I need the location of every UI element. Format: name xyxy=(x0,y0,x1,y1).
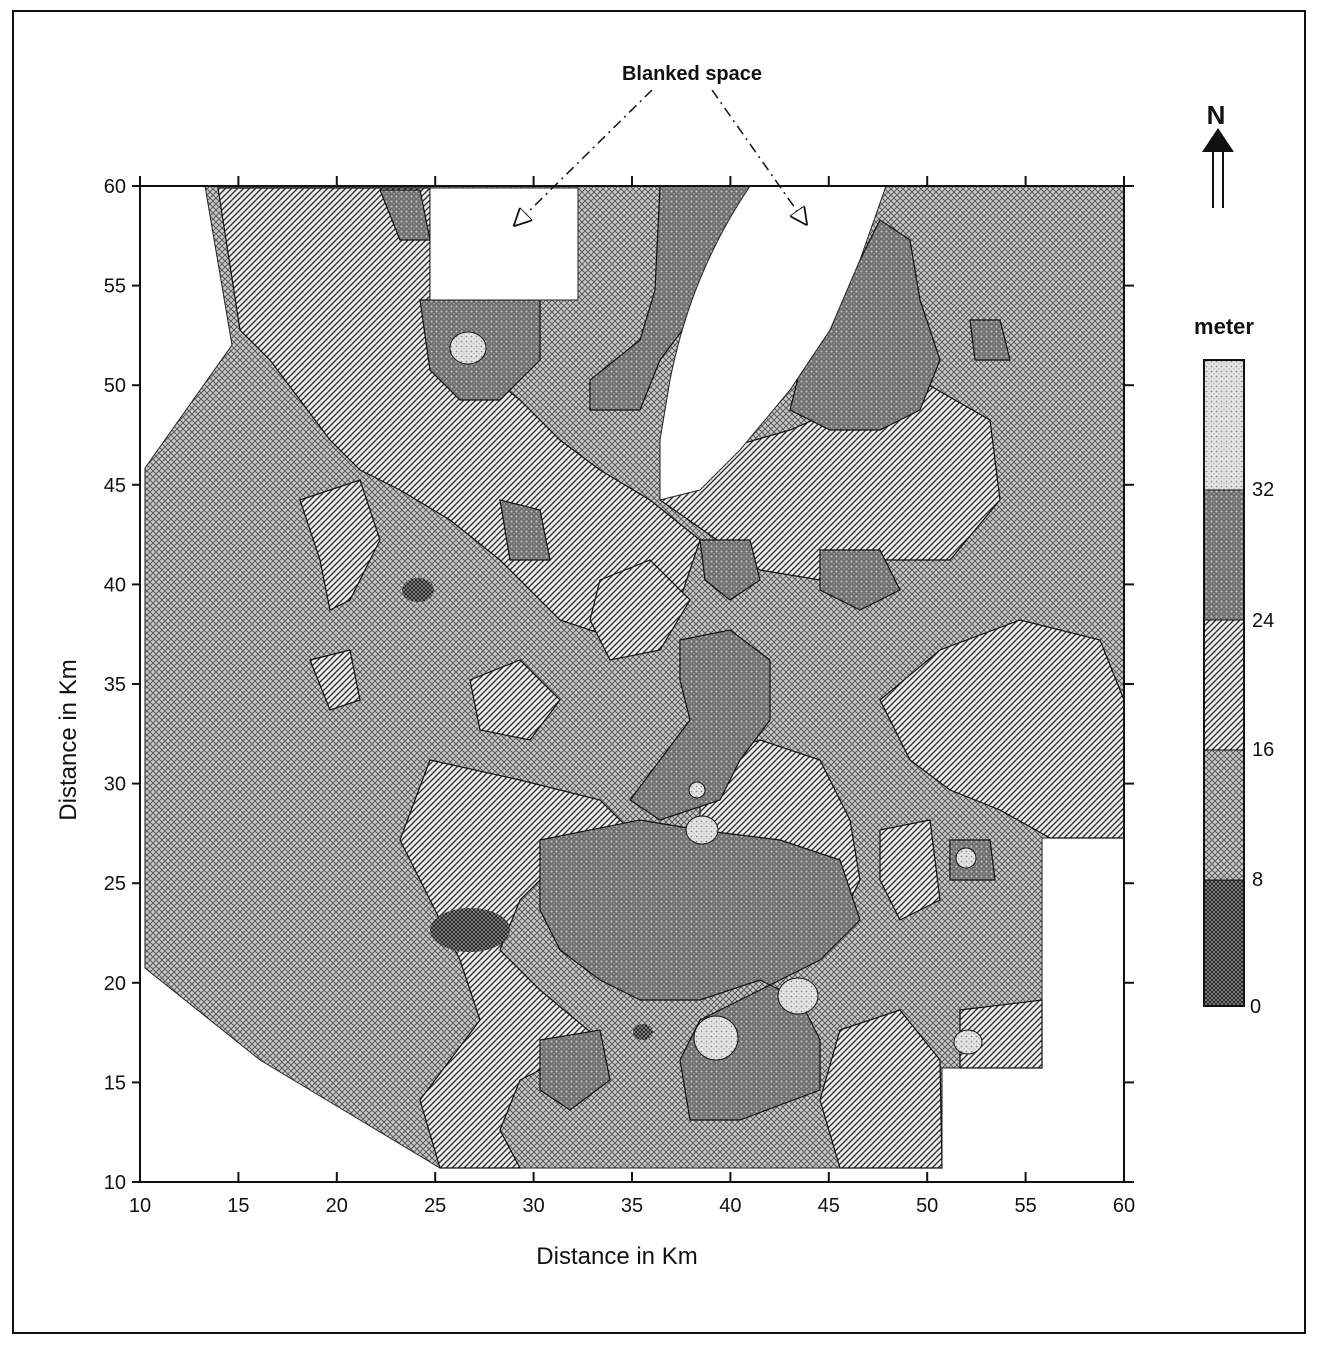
y-axis-label: Distance in Km xyxy=(55,659,82,820)
annotation-arrow-left xyxy=(520,89,653,220)
y-tick-label: 15 xyxy=(104,1072,126,1094)
x-tick-label: 35 xyxy=(621,1195,643,1217)
x-tick-label: 60 xyxy=(1113,1195,1135,1217)
y-tick-label: 55 xyxy=(104,276,126,298)
annotation-text: Blanked space xyxy=(622,63,762,85)
x-tick-label: 40 xyxy=(719,1195,741,1217)
legend: meter 32 24 16 8 0 xyxy=(1194,314,1274,1018)
x-tick-label: 30 xyxy=(522,1195,544,1217)
x-tick-label: 15 xyxy=(227,1195,249,1217)
x-tick-label: 45 xyxy=(818,1195,840,1217)
legend-level-16: 16 xyxy=(1252,739,1274,761)
class-32-plus-zones xyxy=(449,331,983,1061)
x-axis-ticks: 10 15 20 25 30 35 40 45 50 55 60 xyxy=(129,176,1135,1217)
blanked-space-annotation: Blanked space xyxy=(520,63,802,220)
legend-title: meter xyxy=(1194,314,1254,339)
legend-level-24: 24 xyxy=(1252,610,1274,632)
annotation-arrow-right xyxy=(711,89,802,218)
legend-swatch-32-40 xyxy=(1203,359,1245,491)
contour-map xyxy=(144,185,1125,1169)
axes: 10 15 20 25 30 35 40 45 50 55 60 60 55 50 45 40 35 30 25 2… xyxy=(55,176,1135,1270)
figure-frame xyxy=(12,10,1306,1334)
y-axis-ticks: 60 55 50 45 40 35 30 25 20 15 10 xyxy=(104,176,1134,1194)
legend-swatch-8-16 xyxy=(1203,749,1245,881)
x-tick-label: 55 xyxy=(1014,1195,1036,1217)
y-tick-label: 40 xyxy=(104,574,126,596)
x-tick-label: 10 xyxy=(129,1195,151,1217)
y-tick-label: 30 xyxy=(104,774,126,796)
y-tick-label: 60 xyxy=(104,176,126,198)
legend-swatch-0-8 xyxy=(1203,879,1245,1007)
y-tick-label: 10 xyxy=(104,1172,126,1194)
y-tick-label: 50 xyxy=(104,375,126,397)
legend-swatch-24-32 xyxy=(1203,489,1245,621)
y-tick-label: 20 xyxy=(104,973,126,995)
legend-level-8: 8 xyxy=(1252,869,1263,891)
legend-border xyxy=(1203,359,1245,1007)
x-tick-label: 25 xyxy=(424,1195,446,1217)
class-0-8-zones xyxy=(402,578,653,1040)
north-arrow-head xyxy=(1202,128,1234,152)
north-label: N xyxy=(1207,100,1226,130)
y-tick-label: 45 xyxy=(104,475,126,497)
legend-level-0: 0 xyxy=(1250,996,1261,1018)
legend-swatch-16-24 xyxy=(1203,619,1245,751)
x-tick-label: 20 xyxy=(326,1195,348,1217)
legend-level-32: 32 xyxy=(1252,479,1274,501)
x-axis-label: Distance in Km xyxy=(536,1243,697,1270)
y-tick-label: 25 xyxy=(104,873,126,895)
north-arrow: N xyxy=(1202,100,1234,208)
x-tick-label: 50 xyxy=(916,1195,938,1217)
blanked-areas xyxy=(429,185,887,501)
y-tick-label: 35 xyxy=(104,674,126,696)
